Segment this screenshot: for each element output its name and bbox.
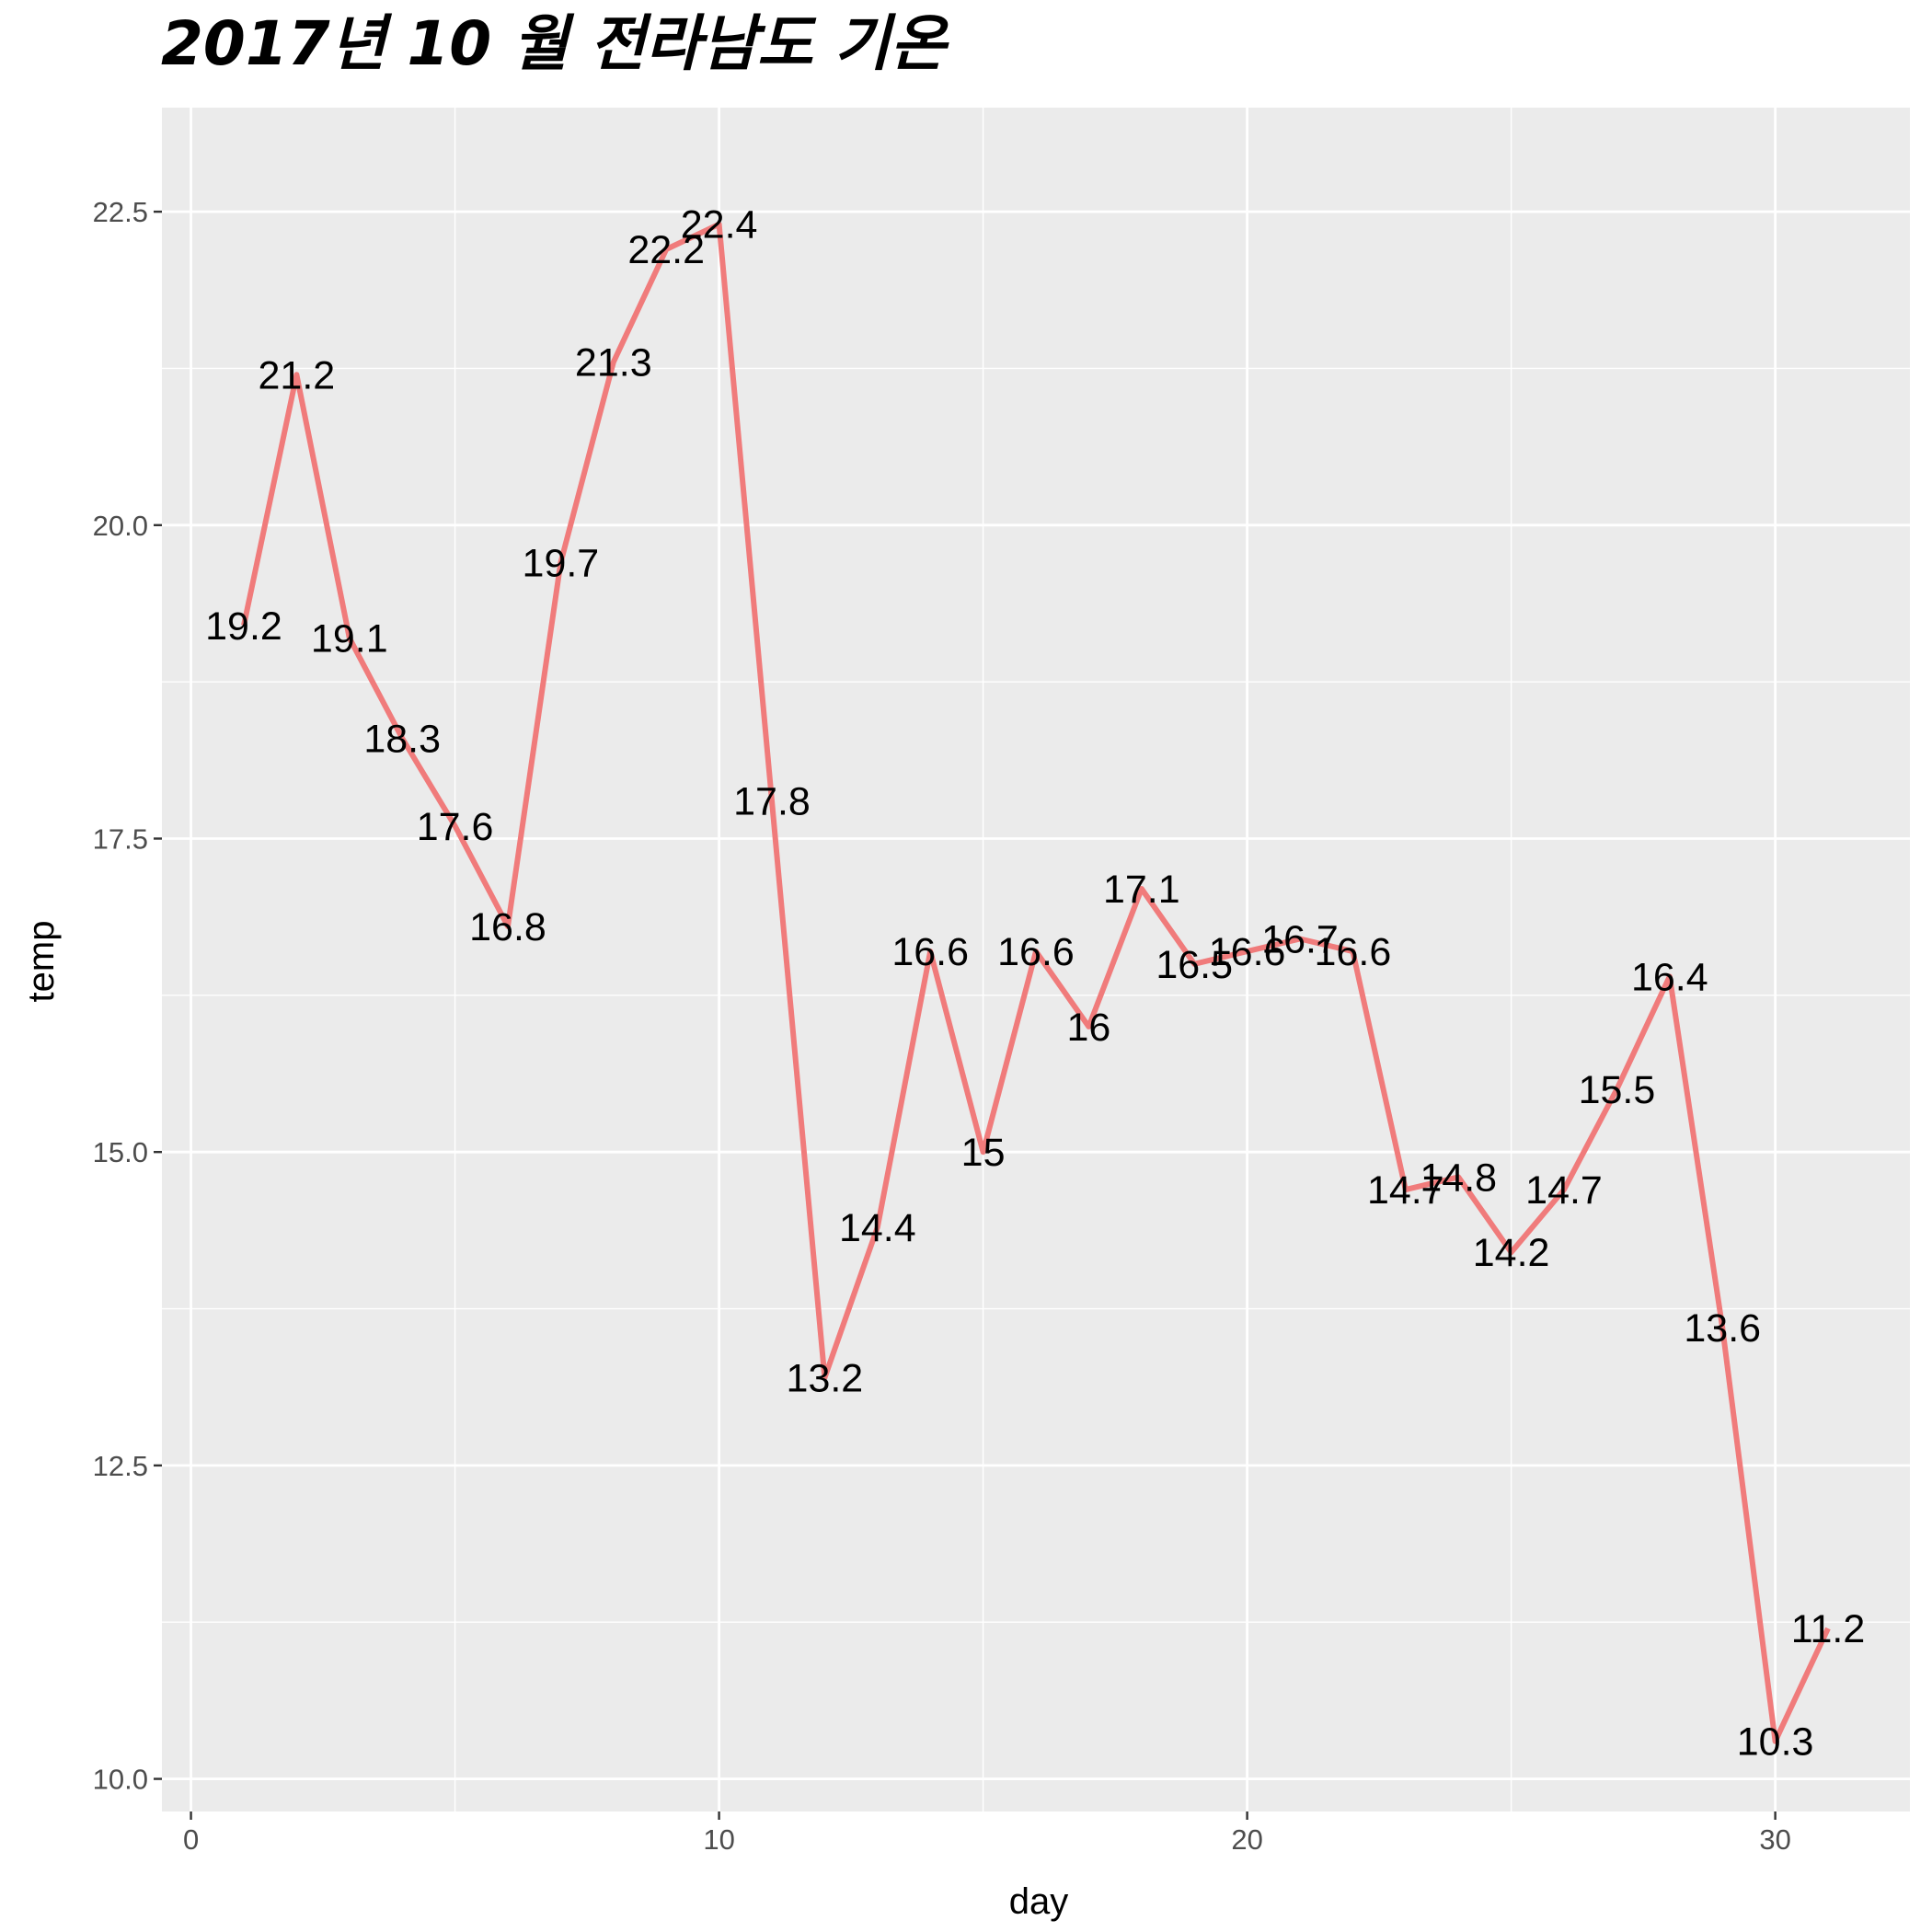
data-label: 22.4 — [681, 203, 758, 247]
y-tick-label: 17.5 — [93, 822, 148, 855]
data-label: 21.2 — [259, 353, 336, 397]
data-label: 15 — [961, 1131, 1006, 1175]
data-label: 14.7 — [1367, 1168, 1444, 1213]
data-label: 13.6 — [1684, 1306, 1761, 1351]
data-label: 16.6 — [1315, 930, 1392, 974]
y-tick-label: 22.5 — [93, 196, 148, 228]
x-axis: 0 10 20 30 — [183, 1811, 1791, 1856]
y-tick-label: 12.5 — [93, 1450, 148, 1482]
chart-title: 2017년 10 월 전라남도 기온 — [161, 8, 949, 79]
minor-gridlines — [162, 108, 1910, 1811]
x-tick-label: 30 — [1759, 1823, 1790, 1856]
series-line — [241, 221, 1831, 1744]
data-label: 22.2 — [627, 228, 705, 272]
y-axis: 10.0 12.5 15.0 17.5 20.0 22.5 — [93, 196, 162, 1796]
y-tick-label: 20.0 — [93, 510, 148, 542]
data-label: 16.6 — [891, 930, 969, 974]
data-label: 16.4 — [1631, 955, 1708, 999]
data-label: 19.7 — [523, 542, 600, 586]
y-axis-title: temp — [21, 921, 62, 1003]
data-label: 18.3 — [363, 717, 441, 761]
data-label: 17.8 — [733, 780, 811, 824]
data-label: 19.1 — [311, 616, 388, 661]
data-label: 10.3 — [1737, 1720, 1814, 1765]
data-label: 14.8 — [1420, 1156, 1497, 1200]
data-label: 16.5 — [1156, 943, 1233, 987]
data-label: 11.2 — [1791, 1607, 1866, 1651]
data-label: 17.6 — [417, 805, 494, 849]
series-layer — [241, 221, 1831, 1744]
x-axis-title: day — [1009, 1881, 1069, 1922]
x-tick-label: 0 — [183, 1823, 199, 1856]
data-label: 14.4 — [839, 1206, 916, 1250]
y-tick-label: 10.0 — [93, 1764, 148, 1796]
data-label: 13.2 — [787, 1356, 864, 1400]
y-tick-label: 15.0 — [93, 1136, 148, 1168]
data-label: 17.1 — [1103, 868, 1180, 912]
data-label: 14.2 — [1473, 1231, 1550, 1275]
data-label: 16.6 — [997, 930, 1075, 974]
x-tick-label: 20 — [1231, 1823, 1262, 1856]
data-label: 16 — [1066, 1006, 1110, 1050]
data-label: 16.7 — [1261, 918, 1339, 962]
major-gridlines — [162, 108, 1910, 1811]
data-label: 21.3 — [575, 341, 652, 385]
data-label: 16.8 — [469, 905, 546, 949]
data-label: 19.2 — [205, 604, 282, 649]
x-tick-label: 10 — [703, 1823, 734, 1856]
data-labels: 19.2 21.2 19.1 18.3 17.6 16.8 19.7 21.3 22.222.4… — [205, 203, 1865, 1765]
data-label: 15.5 — [1579, 1068, 1656, 1112]
data-label: 14.7 — [1525, 1168, 1603, 1213]
data-label: 16.6 — [1209, 930, 1286, 974]
